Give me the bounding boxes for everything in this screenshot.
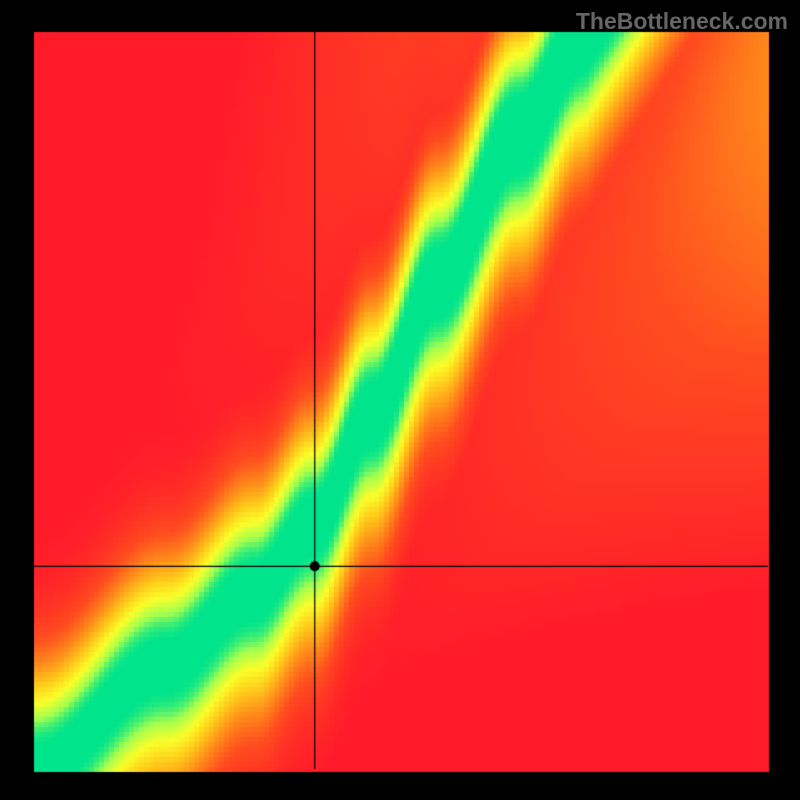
bottleneck-heatmap [0,0,800,800]
watermark-text: TheBottleneck.com [576,8,788,35]
